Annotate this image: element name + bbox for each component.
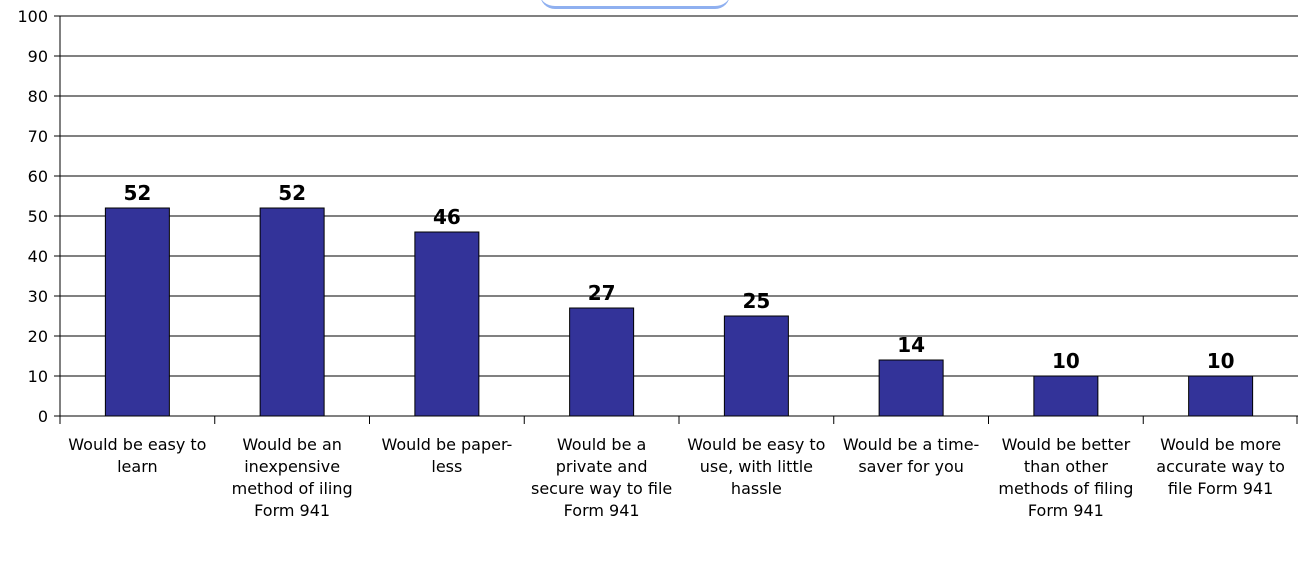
bar [259,207,325,417]
x-category-label: Would be better than other methods of fi… [998,435,1134,520]
y-tick-label: 0 [38,407,48,426]
y-tick-label: 20 [28,327,48,346]
bar-value-label: 10 [1052,349,1080,373]
bar-value-label: 14 [897,333,925,357]
y-tick-label: 100 [17,7,48,26]
x-category-label: Would be easy to use, with little hassle [687,435,826,498]
x-category-label: Would be an inexpensive method of iling … [231,435,353,520]
y-tick-label: 60 [28,167,48,186]
y-tick-label: 70 [28,127,48,146]
x-category-label: Would be easy to learn [68,435,207,476]
bar [723,315,789,417]
y-tick-label: 90 [28,47,48,66]
x-category-label: Would be a private and secure way to fil… [531,435,673,520]
x-category-label: Would be paper-less [381,435,513,476]
bar-value-label: 10 [1207,349,1235,373]
y-tick-label: 40 [28,247,48,266]
bar [1188,375,1254,417]
bar-value-label: 27 [588,281,616,305]
y-tick-label: 10 [28,367,48,386]
bar [414,231,480,417]
bar-value-label: 52 [123,181,151,205]
y-tick-label: 50 [28,207,48,226]
y-tick-label: 30 [28,287,48,306]
bar-value-label: 25 [742,289,770,313]
bar [1033,375,1099,417]
bar [878,359,944,417]
x-category-label: Would be more accurate way to file Form … [1156,435,1285,498]
bar-value-label: 52 [278,181,306,205]
x-category-label: Would be a time-saver for you [842,435,980,476]
bar [104,207,170,417]
y-tick-label: 80 [28,87,48,106]
bar [569,307,635,417]
bar-value-label: 46 [433,205,461,229]
decorative-arc [540,0,730,9]
